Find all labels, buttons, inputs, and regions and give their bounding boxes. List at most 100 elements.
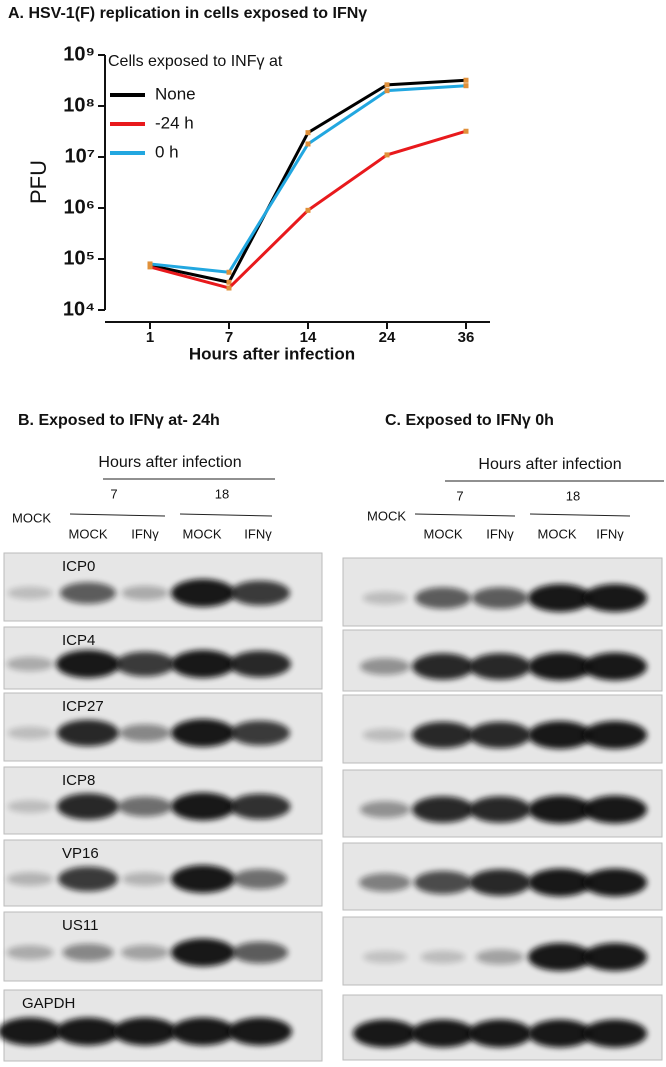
blot-band bbox=[412, 653, 474, 680]
blots: B. Exposed to IFNγ at- 24h C. Exposed to… bbox=[0, 412, 664, 1062]
lane-label: IFNγ bbox=[244, 526, 272, 541]
sub-line bbox=[69, 513, 166, 517]
mock-label: MOCK bbox=[12, 510, 51, 525]
x-tick-label: 14 bbox=[300, 329, 317, 346]
x-tick-label: 1 bbox=[146, 329, 154, 346]
point-marker bbox=[305, 141, 311, 147]
blot-band bbox=[411, 1019, 475, 1048]
blot-band bbox=[583, 795, 647, 824]
blot-band bbox=[171, 792, 235, 821]
blot-band bbox=[171, 719, 235, 747]
blot-band bbox=[60, 582, 116, 604]
legend-title: Cells exposed to INFγ at bbox=[108, 53, 283, 70]
y-tick-label: 10⁷ bbox=[65, 145, 96, 167]
point-marker bbox=[147, 264, 153, 270]
y-tick-label: 10⁹ bbox=[63, 43, 95, 65]
blot-band bbox=[7, 872, 53, 886]
blot-band bbox=[6, 656, 54, 672]
panel-title: C. Exposed to IFNγ 0h bbox=[385, 412, 554, 429]
blot-band bbox=[476, 949, 524, 965]
blot-band bbox=[56, 1017, 120, 1046]
blot-band bbox=[528, 1019, 592, 1048]
protein-label: GAPDH bbox=[22, 995, 75, 1012]
blot-band bbox=[359, 873, 411, 892]
legend-label: None bbox=[155, 84, 196, 103]
blot-band bbox=[121, 585, 169, 601]
x-tick-label: 24 bbox=[379, 329, 396, 346]
x-tick-label: 7 bbox=[225, 329, 233, 346]
blot-band bbox=[528, 584, 592, 612]
y-tick-label: 10⁸ bbox=[63, 94, 95, 116]
time-label: 18 bbox=[566, 488, 580, 503]
y-tick-label: 10⁴ bbox=[63, 298, 95, 320]
blot-band bbox=[528, 652, 592, 681]
blot-band bbox=[230, 720, 290, 746]
y-axis-label: PFU bbox=[26, 160, 51, 204]
blot-band bbox=[6, 945, 54, 960]
lane-label: MOCK bbox=[69, 526, 108, 541]
blot-band bbox=[229, 650, 291, 678]
blot-band bbox=[118, 796, 172, 817]
blot-band bbox=[113, 1017, 177, 1046]
point-marker bbox=[305, 130, 311, 136]
blot-band bbox=[420, 950, 466, 964]
blot-band bbox=[412, 721, 474, 749]
blot-band bbox=[472, 587, 528, 609]
blot-band bbox=[171, 938, 235, 967]
blot-band bbox=[415, 587, 471, 609]
protein-label: ICP4 bbox=[62, 632, 95, 649]
blot-band bbox=[57, 793, 119, 820]
point-marker bbox=[384, 82, 390, 88]
blot-band bbox=[583, 868, 647, 897]
point-marker bbox=[305, 207, 311, 213]
blot-band bbox=[469, 869, 531, 896]
blot-band bbox=[362, 728, 408, 742]
blot-band bbox=[528, 868, 592, 897]
y-tick-label: 10⁵ bbox=[63, 247, 95, 269]
blot-band bbox=[469, 721, 531, 749]
time-label: 7 bbox=[110, 486, 117, 501]
blot-band bbox=[171, 579, 235, 607]
point-marker bbox=[384, 88, 390, 94]
chart-title: A. HSV-1(F) replication in cells exposed… bbox=[8, 5, 367, 22]
blot-band bbox=[7, 726, 53, 740]
point-marker bbox=[226, 279, 232, 285]
blot-band bbox=[233, 869, 287, 889]
blot-band bbox=[58, 866, 118, 892]
blot-band bbox=[528, 721, 592, 749]
point-marker bbox=[463, 77, 469, 83]
protein-label: ICP8 bbox=[62, 772, 95, 789]
legend-label: -24 h bbox=[155, 113, 194, 132]
blot-band bbox=[528, 943, 592, 971]
blot-band bbox=[119, 724, 171, 742]
blot-band bbox=[228, 1017, 292, 1046]
blot-band bbox=[360, 801, 410, 818]
point-marker bbox=[463, 128, 469, 134]
blot-band bbox=[583, 1019, 647, 1048]
blot-band bbox=[7, 800, 53, 813]
time-label: 18 bbox=[215, 486, 229, 501]
header: Hours after infection bbox=[98, 454, 241, 471]
blot-band bbox=[0, 1017, 62, 1046]
blot-band bbox=[360, 658, 410, 675]
blot-band bbox=[56, 650, 120, 678]
blot-band bbox=[171, 650, 235, 678]
lane-label: IFNγ bbox=[486, 526, 514, 541]
lane-label: MOCK bbox=[538, 526, 577, 541]
blot-band bbox=[171, 1017, 235, 1046]
blot-band bbox=[583, 721, 647, 749]
header: Hours after infection bbox=[478, 456, 621, 473]
blot-band bbox=[232, 941, 288, 964]
blot-band bbox=[230, 580, 290, 606]
point-marker bbox=[463, 83, 469, 89]
blot-band bbox=[121, 944, 169, 961]
x-tick-label: 36 bbox=[458, 329, 475, 346]
point-marker bbox=[226, 285, 232, 291]
blot-band bbox=[583, 943, 647, 971]
lane-label: IFNγ bbox=[131, 526, 159, 541]
sub-line bbox=[179, 513, 273, 517]
protein-label: ICP0 bbox=[62, 558, 95, 575]
blot-band bbox=[583, 652, 647, 681]
